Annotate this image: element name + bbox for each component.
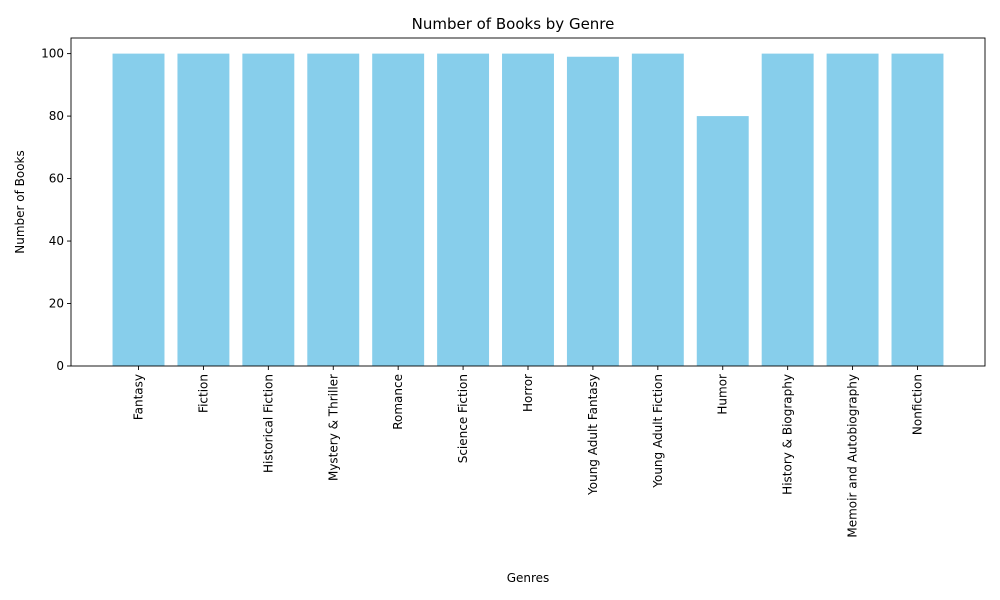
bar-fantasy <box>112 53 165 367</box>
x-axis-label: Genres <box>507 571 550 585</box>
bar-historical-fiction <box>242 53 295 367</box>
y-tick-label: 60 <box>49 172 64 186</box>
chart-title: Number of Books by Genre <box>412 15 615 33</box>
x-tick-label: Science Fiction <box>456 374 470 463</box>
bar-fiction <box>177 53 230 367</box>
x-tick-label: History & Biography <box>781 374 795 495</box>
bar-memoir-and-autobiography <box>826 53 879 367</box>
bars-layer <box>112 53 944 367</box>
bar-mystery-thriller <box>307 53 360 367</box>
x-tick-label: Young Adult Fantasy <box>586 374 600 496</box>
x-tick-label: Memoir and Autobiography <box>846 374 860 538</box>
bar-nonfiction <box>891 53 944 367</box>
x-tick-label: Young Adult Fiction <box>651 374 665 489</box>
x-tick-label: Humor <box>716 374 730 415</box>
x-tick-label: Romance <box>391 374 405 430</box>
y-tick-label: 0 <box>56 359 64 373</box>
bar-young-adult-fantasy <box>566 56 619 367</box>
x-tick-label: Mystery & Thriller <box>326 374 340 481</box>
y-tick-label: 40 <box>49 234 64 248</box>
y-tick-label: 100 <box>41 47 64 61</box>
x-tick-label: Fantasy <box>132 374 146 420</box>
bar-romance <box>372 53 425 367</box>
bar-history-biography <box>761 53 814 367</box>
x-tick-label: Fiction <box>196 374 210 413</box>
x-tick-label: Historical Fiction <box>261 374 275 473</box>
y-tick-label: 80 <box>49 109 64 123</box>
x-tick-label: Horror <box>521 374 535 412</box>
bar-young-adult-fiction <box>631 53 684 367</box>
y-tick-label: 20 <box>49 297 64 311</box>
bar-horror <box>502 53 554 367</box>
x-axis-ticks: Fantasy Fiction Historical Fiction Mystery … <box>132 366 924 538</box>
y-axis-ticks: 0 20 40 60 80 100 <box>41 47 71 373</box>
x-tick-label: Nonfiction <box>910 374 924 435</box>
y-axis-label: Number of Books <box>13 150 27 254</box>
bar-humor <box>696 116 749 366</box>
bar-science-fiction <box>437 53 490 367</box>
